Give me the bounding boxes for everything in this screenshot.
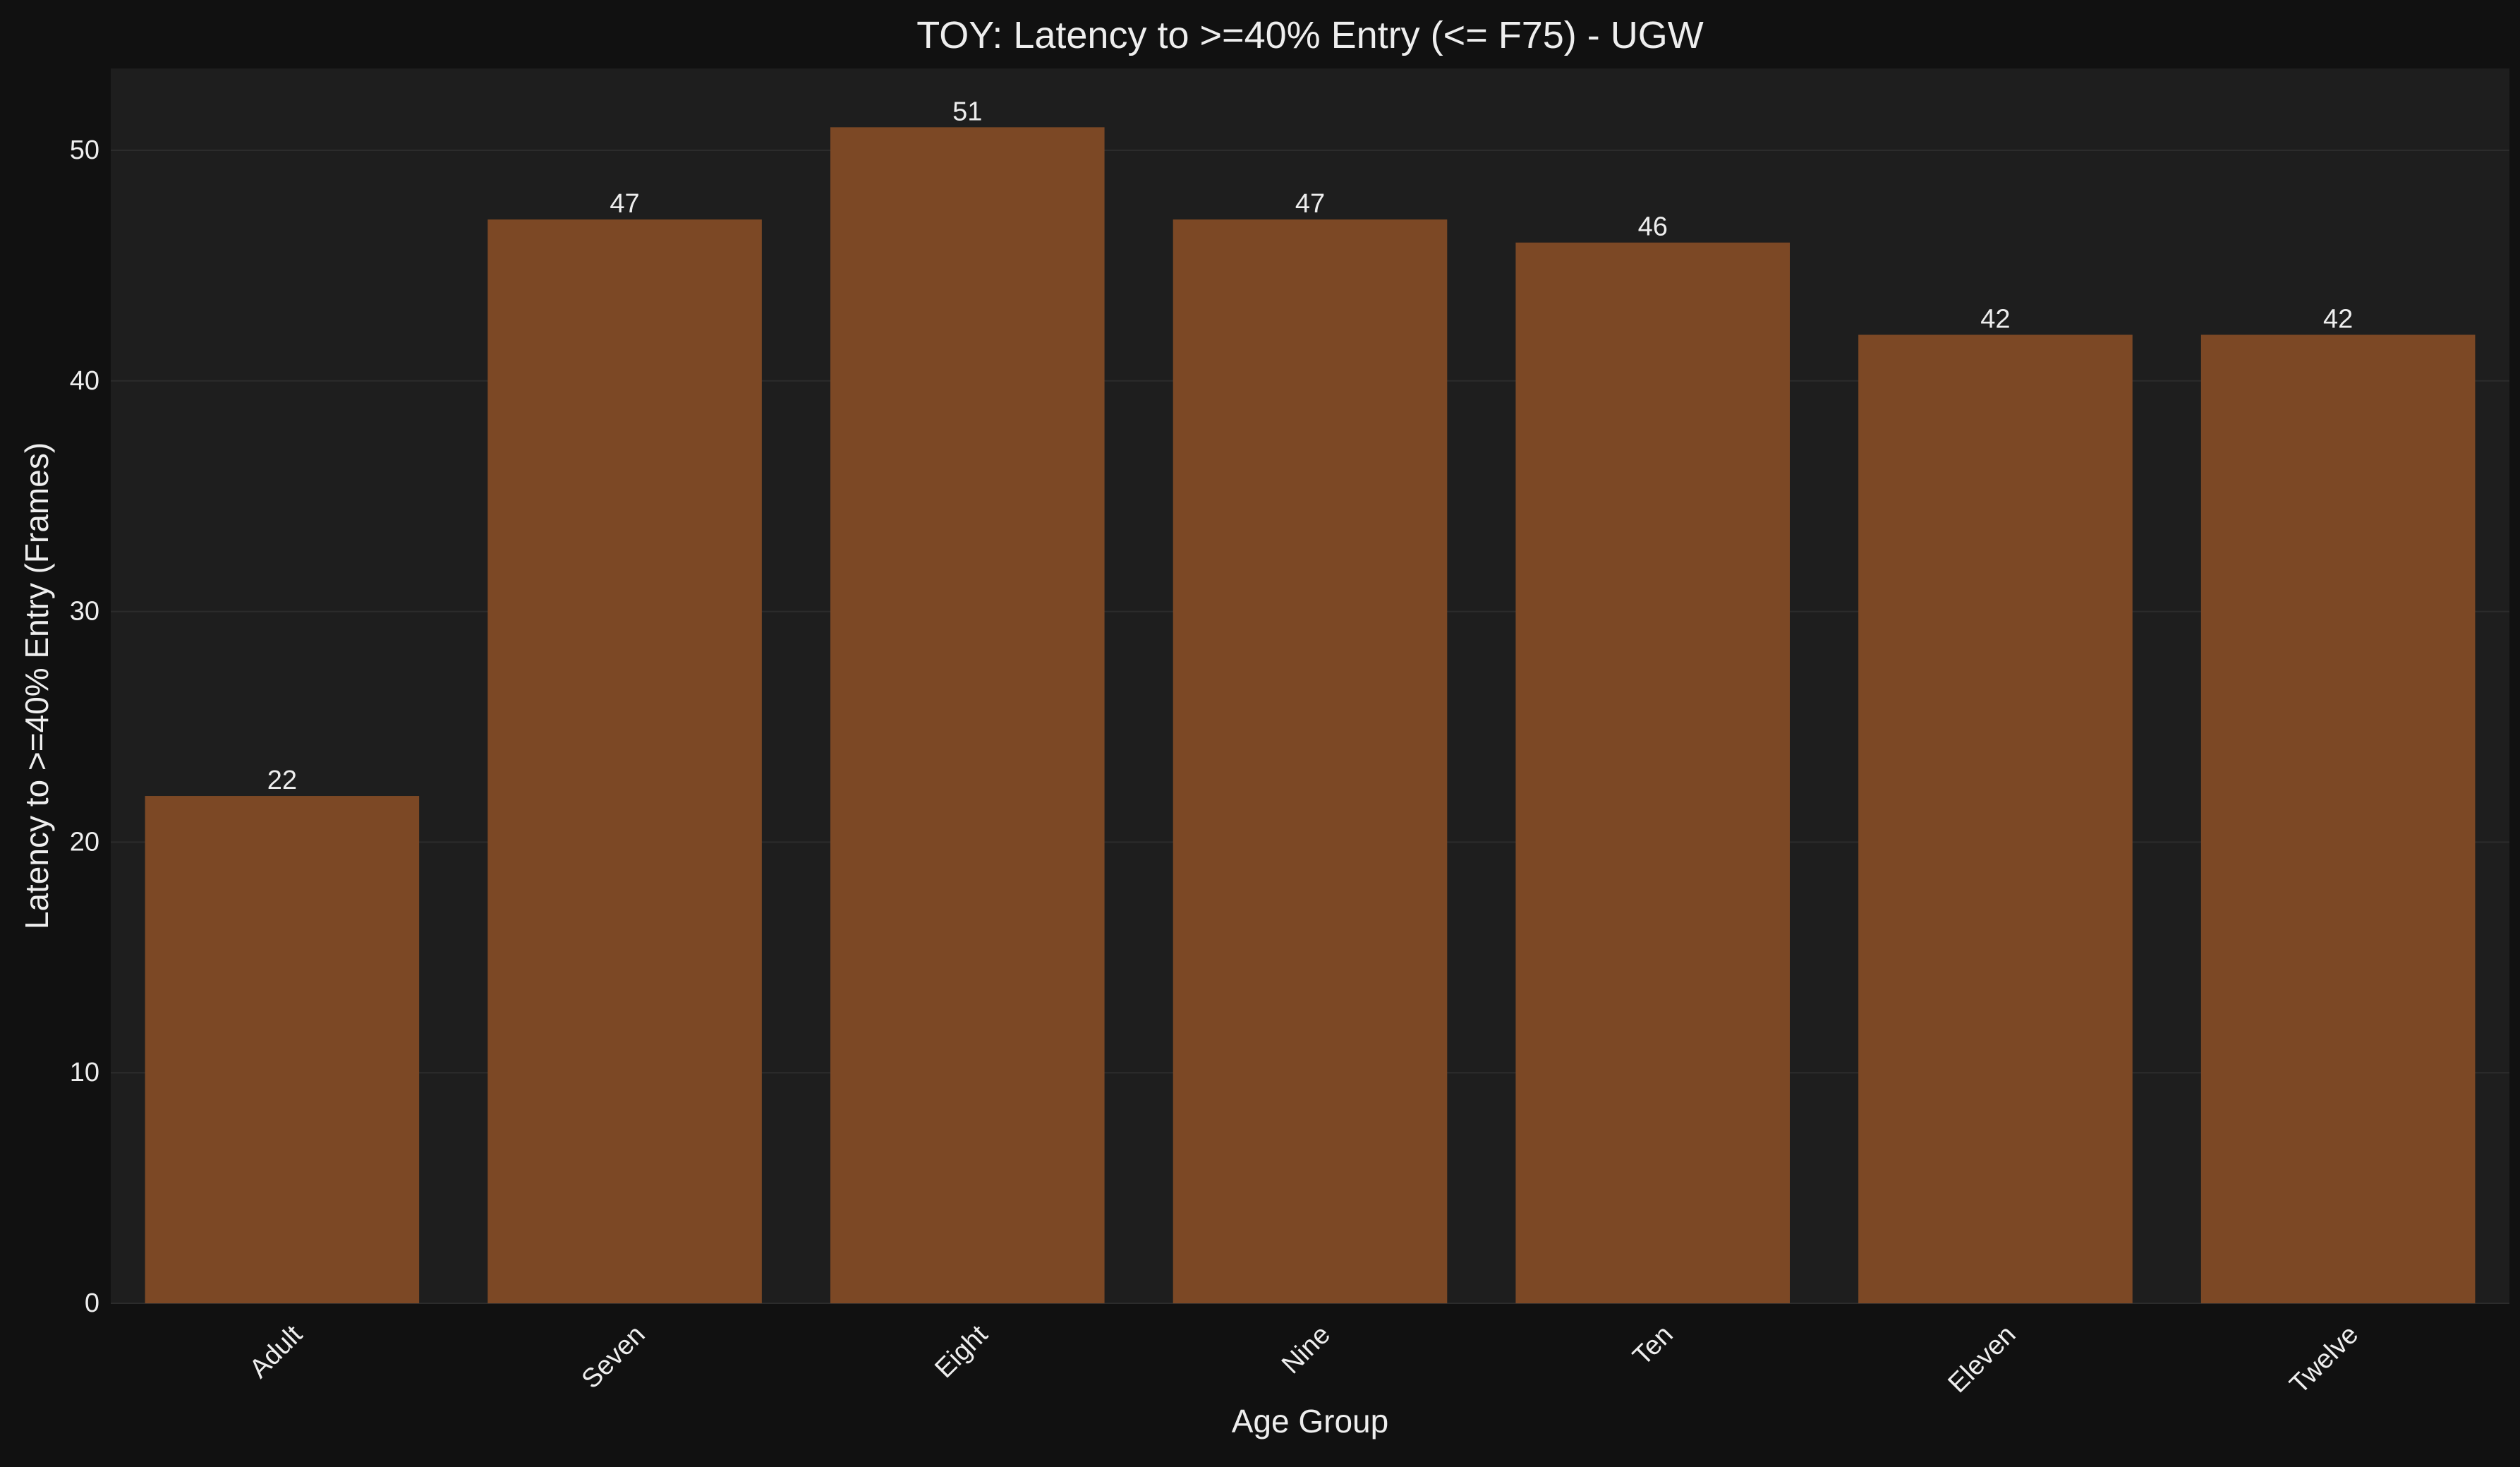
bar-value-label: 42 [1980, 304, 2010, 334]
y-tick-label: 0 [85, 1288, 99, 1318]
y-axis-ticks: 0 10 20 30 40 50 [70, 135, 99, 1318]
x-tick-label: Eight [929, 1320, 993, 1384]
bars [145, 127, 2476, 1304]
x-tick-label: Twelve [2284, 1320, 2364, 1399]
y-tick-label: 50 [70, 135, 99, 165]
bar [1858, 334, 2133, 1304]
bar-value-label: 46 [1638, 212, 1668, 242]
bar-value-label: 47 [1295, 189, 1325, 219]
x-axis-ticks: Adult Seven Eight Nine Ten Eleven Twelve [244, 1320, 2364, 1400]
x-tick-label: Ten [1628, 1320, 1679, 1371]
bar [2200, 334, 2476, 1304]
bar-value-labels: 22 47 51 47 46 42 42 [267, 97, 2354, 795]
x-tick-label: Nine [1276, 1320, 1336, 1380]
bar-value-label: 42 [2323, 304, 2353, 334]
y-tick-label: 20 [70, 827, 99, 857]
x-tick-label: Seven [576, 1320, 651, 1394]
y-tick-label: 30 [70, 597, 99, 627]
bar-value-label: 51 [952, 97, 982, 126]
chart-title: TOY: Latency to >=40% Entry (<= F75) - U… [916, 14, 1703, 56]
y-tick-label: 40 [70, 366, 99, 396]
bar-value-label: 22 [267, 766, 297, 795]
bar [145, 796, 420, 1303]
bar-value-label: 47 [610, 189, 639, 219]
x-tick-label: Adult [244, 1320, 308, 1384]
x-tick-label: Eleven [1943, 1320, 2022, 1399]
bar [1515, 242, 1790, 1303]
bar [830, 127, 1105, 1303]
x-axis-label: Age Group [1232, 1403, 1388, 1439]
bar [1173, 219, 1448, 1304]
y-tick-label: 10 [70, 1058, 99, 1087]
y-axis-label: Latency to >=40% Entry (Frames) [18, 442, 55, 929]
bar [487, 219, 762, 1304]
